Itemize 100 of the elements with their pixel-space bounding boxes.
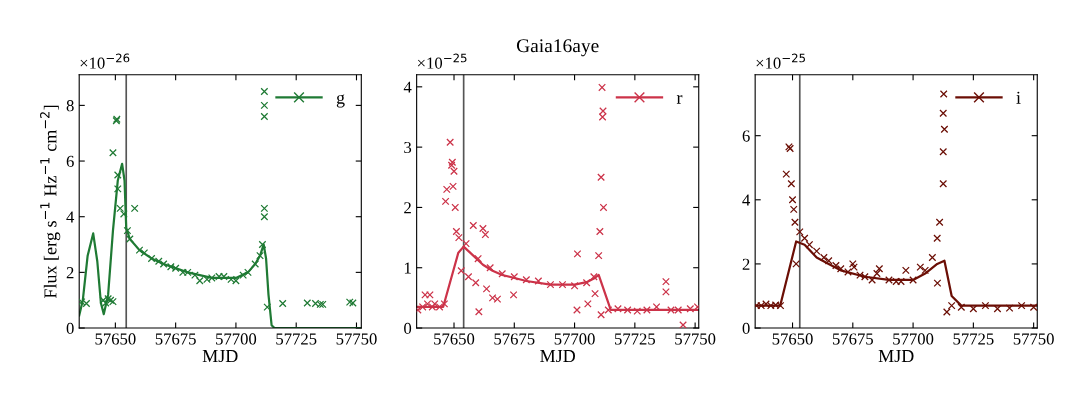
text: ×10$^{−26}$ <box>80 53 130 69</box>
point <box>258 240 267 249</box>
point <box>935 218 944 227</box>
point <box>942 308 951 316</box>
point <box>844 268 852 276</box>
point <box>260 212 269 221</box>
point <box>909 276 917 284</box>
point <box>860 272 869 281</box>
point <box>824 256 833 265</box>
point <box>933 279 942 288</box>
point <box>788 195 797 204</box>
x-tick-label: 57725 <box>276 333 317 345</box>
x-tick-label: 57700 <box>554 333 595 345</box>
y-tick-label: 4 <box>66 211 75 223</box>
chart-title: Gaia16aye <box>516 39 599 57</box>
legend-label: i <box>1016 91 1021 104</box>
point <box>1017 301 1026 310</box>
point <box>795 227 804 236</box>
y-tick-label: 4 <box>403 81 412 93</box>
point <box>113 184 122 193</box>
point <box>957 303 966 312</box>
y-tick-label: 0 <box>742 322 750 334</box>
point <box>1005 304 1014 313</box>
x-tick-label: 57675 <box>494 333 535 345</box>
point <box>1029 303 1038 312</box>
y-tick-label: 8 <box>66 100 74 112</box>
point <box>868 276 876 284</box>
y-tick-label: 1 <box>404 262 411 274</box>
point <box>928 253 937 262</box>
x-tick-label: 57650 <box>95 333 136 345</box>
point <box>916 263 925 272</box>
point <box>116 204 125 213</box>
point <box>135 246 144 254</box>
point <box>244 268 252 277</box>
point <box>981 301 990 310</box>
y-tick-label: 2 <box>66 267 74 279</box>
point <box>939 109 948 118</box>
point <box>260 87 269 96</box>
point <box>901 266 910 275</box>
x-tick-label: 57650 <box>772 333 813 345</box>
point <box>939 179 948 188</box>
x-tick-label: 57750 <box>675 333 716 345</box>
x-tick-label: 57675 <box>832 333 873 345</box>
x-tick-label: 57700 <box>216 333 257 345</box>
point <box>260 101 269 110</box>
point <box>119 210 128 218</box>
point <box>933 234 942 243</box>
text: ×10$^{−25}$ <box>417 53 467 69</box>
point <box>782 170 791 179</box>
legend-label: r <box>676 95 683 104</box>
point <box>278 299 287 308</box>
y-tick-label: 2 <box>742 258 750 270</box>
point <box>125 235 134 243</box>
x-axis-title: MJD <box>540 350 576 363</box>
x-axis-title: MJD <box>878 350 914 363</box>
x-tick-label: 57750 <box>336 333 377 345</box>
point <box>260 112 269 121</box>
point <box>875 264 884 273</box>
y-tick-label: 0 <box>66 322 74 334</box>
point <box>123 226 132 235</box>
point <box>792 260 801 268</box>
point <box>940 125 949 134</box>
point <box>260 204 269 213</box>
point <box>805 240 814 249</box>
point <box>848 260 857 268</box>
point <box>921 266 930 275</box>
x-axis-title: MJD <box>202 350 238 363</box>
point <box>947 301 956 310</box>
y-tick-label: 6 <box>66 155 74 167</box>
point <box>109 148 117 157</box>
legend-label: g <box>336 94 345 108</box>
x-tick-label: 57675 <box>155 333 196 345</box>
point <box>251 260 260 268</box>
point <box>791 218 799 227</box>
point <box>239 271 248 280</box>
point <box>348 299 357 307</box>
y-tick-label: 6 <box>742 130 750 142</box>
y-tick-label: 3 <box>404 141 412 154</box>
y-tick-label: 2 <box>404 202 411 214</box>
point <box>939 90 948 98</box>
point <box>113 171 122 179</box>
y-tick-label: 4 <box>742 194 751 206</box>
point <box>812 247 821 255</box>
point <box>345 298 354 307</box>
x-tick-label: 57700 <box>893 333 934 345</box>
point <box>832 261 840 270</box>
y-axis-title: Flux [erg s$^{−1}$ Hz$^{−1}$ cm$^{−2}$] <box>40 105 61 299</box>
text: ×10$^{−25}$ <box>756 53 805 69</box>
point <box>787 179 796 188</box>
y-tick-label: 0 <box>404 322 412 334</box>
x-tick-label: 57725 <box>953 333 994 345</box>
point <box>939 147 948 156</box>
x-tick-label: 57725 <box>614 333 656 345</box>
point <box>819 253 828 262</box>
point <box>789 205 798 214</box>
point <box>800 234 809 243</box>
point <box>836 264 845 273</box>
x-tick-label: 57650 <box>434 333 475 345</box>
x-tick-label: 57750 <box>1013 333 1054 345</box>
point <box>140 249 149 257</box>
